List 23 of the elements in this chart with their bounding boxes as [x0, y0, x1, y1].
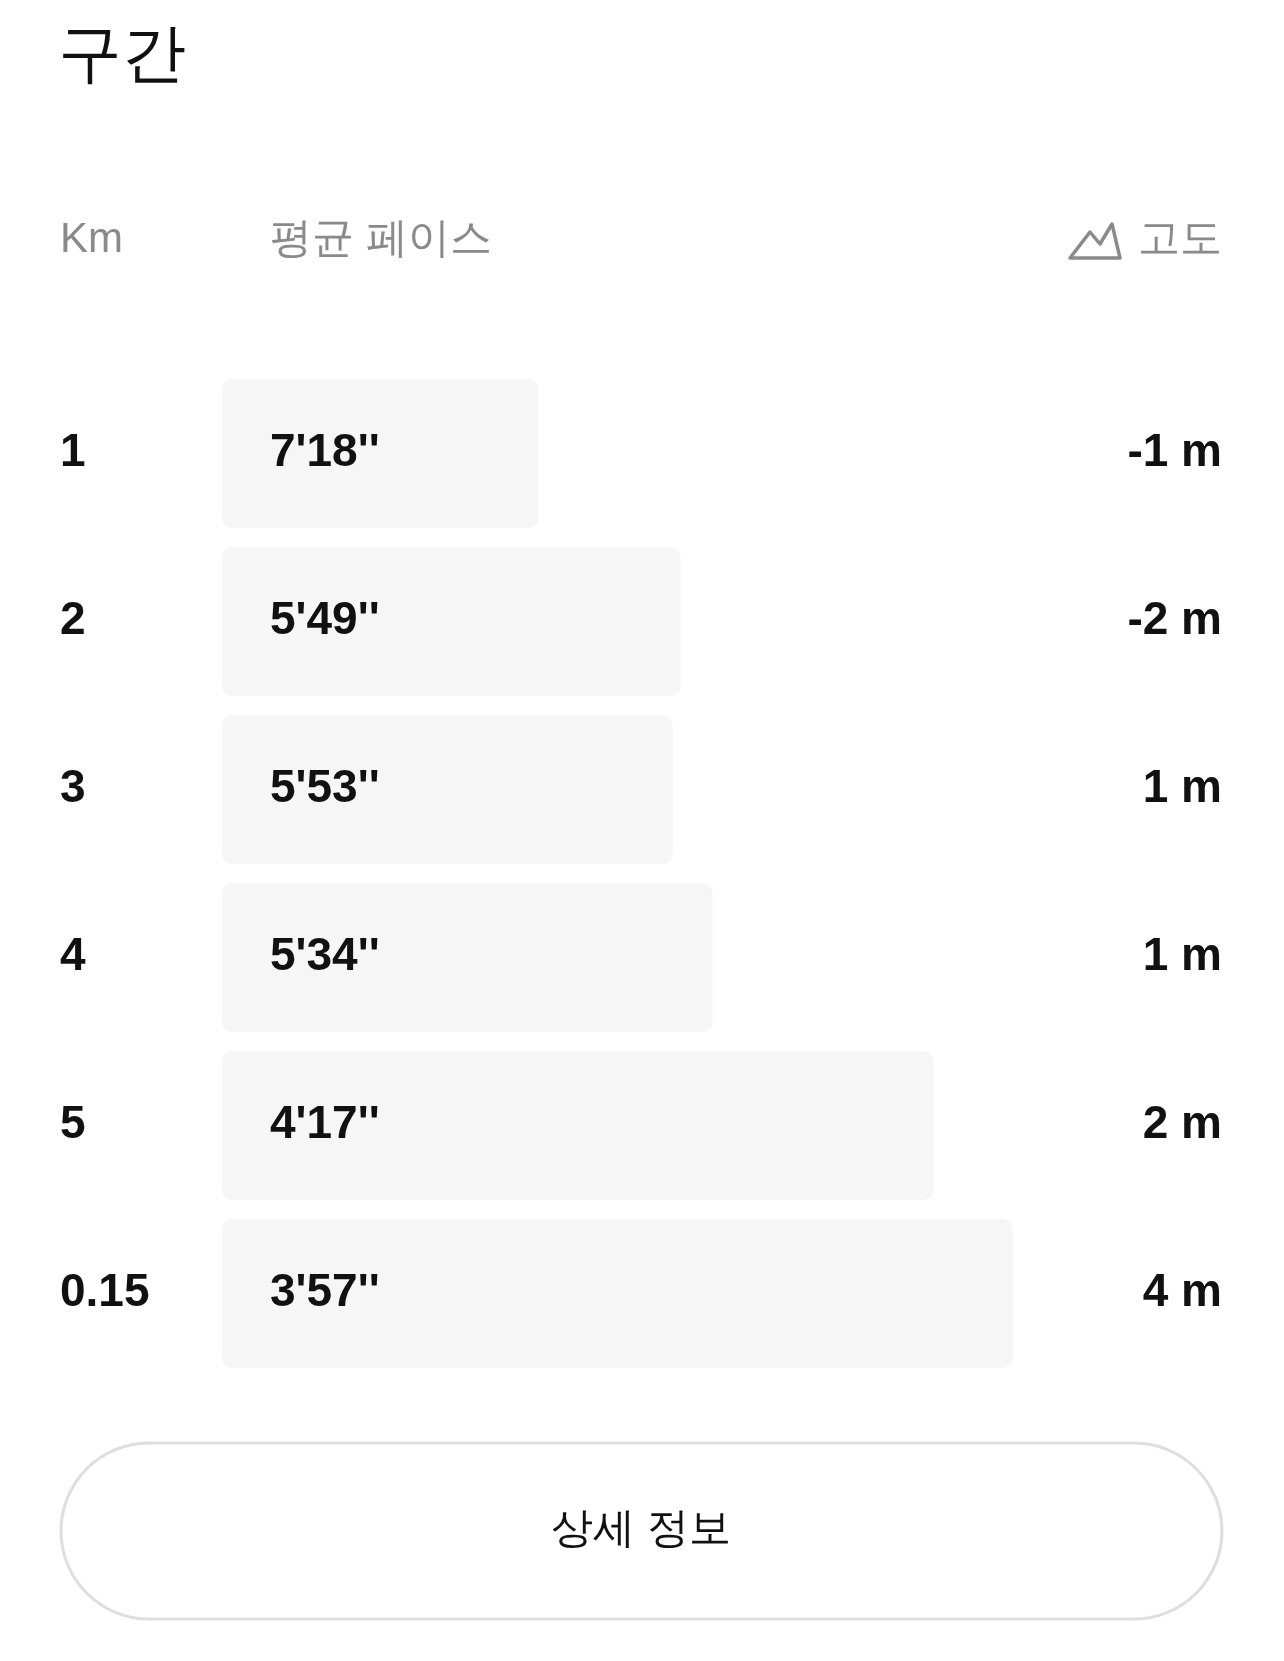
- y-tick-label: 1: [60, 423, 86, 476]
- annotation: 7'18'': [270, 423, 380, 476]
- annotation: 5'34'': [270, 927, 380, 980]
- annotation: 3'57'': [270, 1263, 380, 1316]
- text: 2 m: [1142, 1095, 1222, 1148]
- y-tick-label: 5: [60, 1095, 86, 1148]
- text: -2 m: [1127, 591, 1222, 644]
- text: 4 m: [1142, 1263, 1222, 1316]
- annotation: 5'49'': [270, 591, 380, 644]
- y-tick-label: 3: [60, 759, 86, 812]
- text: -1 m: [1127, 423, 1222, 476]
- text: 1 m: [1142, 927, 1222, 980]
- text: 1 m: [1142, 759, 1222, 812]
- annotation: 5'53'': [270, 759, 380, 812]
- x-axis-title: 평균 페이스: [270, 214, 492, 262]
- annotation: 4'17'': [270, 1095, 380, 1148]
- y-axis-title: Km: [60, 214, 123, 262]
- y-tick-label: 0.15: [60, 1263, 150, 1316]
- y-tick-label: 4: [60, 927, 86, 980]
- y2-axis-title: 고도: [1138, 214, 1222, 262]
- y-tick-label: 2: [60, 591, 86, 644]
- chart-title: 구간: [58, 16, 186, 89]
- text: 상세 정보: [551, 1504, 731, 1552]
